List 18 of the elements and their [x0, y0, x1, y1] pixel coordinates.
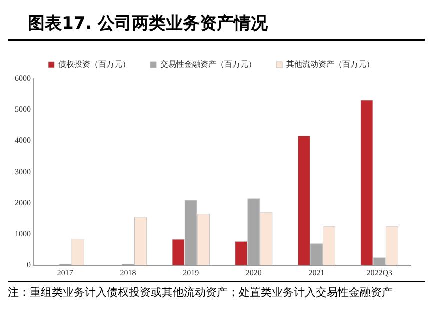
legend-label: 债权投资（百万元） — [58, 60, 130, 70]
y-tick-label: 3000 — [15, 167, 31, 176]
y-tick-label: 2000 — [15, 198, 31, 208]
legend-label: 交易性金融资产（百万元） — [160, 60, 256, 70]
y-tick-label: 4000 — [15, 136, 31, 146]
y-tick-label: 5000 — [15, 105, 31, 114]
y-tick-label: 1000 — [15, 229, 31, 238]
chart-title: 图表17. 公司两类业务资产情况 — [8, 8, 425, 41]
x-tick-label: 2019 — [183, 268, 200, 278]
text: 注：重组类业务计入债权投资或其他流动资产；处置类业务计入交易性金融资产 — [8, 285, 394, 300]
y-tick-label: 0 — [27, 260, 31, 270]
x-tick-label: 2021 — [308, 268, 325, 278]
y-tick-label: 6000 — [15, 74, 31, 84]
x-tick-label: 2022Q3 — [366, 268, 392, 278]
x-tick-label: 2018 — [120, 268, 136, 278]
x-tick-label: 2020 — [246, 268, 262, 278]
legend-label: 其他流动资产（百万元） — [286, 60, 374, 70]
x-tick-label: 2017 — [57, 268, 74, 278]
